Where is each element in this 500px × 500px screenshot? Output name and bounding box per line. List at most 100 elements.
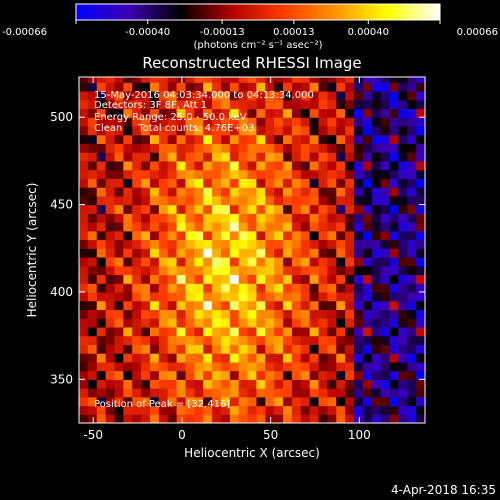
heatmap-cell [371, 187, 382, 197]
heatmap-cell [247, 309, 258, 319]
heatmap-cell [291, 143, 302, 153]
heatmap-cell [283, 108, 293, 118]
heatmap-cell [291, 414, 302, 423]
heatmap-cell [167, 108, 178, 118]
heatmap-cell [247, 143, 258, 153]
heatmap-cell [354, 230, 364, 241]
heatmap-cell [79, 195, 89, 206]
heatmap-cell [79, 326, 89, 337]
heatmap-cell [380, 379, 391, 389]
heatmap-cell [389, 265, 399, 276]
heatmap-cell [256, 361, 266, 372]
heatmap-cell [283, 230, 293, 241]
heatmap-cell [114, 256, 124, 267]
heatmap-cell [105, 195, 116, 206]
heatmap-cell [318, 300, 329, 311]
heatmap-cell [123, 335, 133, 345]
heatmap-cell [318, 405, 329, 415]
heatmap-cell [194, 187, 204, 197]
heatmap-cell [229, 256, 240, 267]
heatmap-cell [132, 160, 142, 171]
footer-timestamp: 4-Apr-2018 16:35 [391, 483, 496, 497]
heatmap-cell [416, 125, 425, 136]
heatmap-cell [87, 283, 98, 293]
heatmap-cell [203, 108, 213, 118]
heatmap-cell [229, 82, 240, 92]
heatmap-cell [265, 134, 275, 145]
heatmap-cell [283, 344, 293, 354]
heatmap-cell [398, 108, 408, 118]
heatmap-cell [362, 274, 373, 284]
heatmap-cell [256, 274, 266, 284]
heatmap-cell [203, 178, 213, 188]
heatmap-cell [220, 370, 231, 380]
heatmap-cell [389, 134, 399, 145]
heatmap-cell [212, 134, 222, 145]
heatmap-cell [185, 265, 195, 276]
heatmap-cell [123, 361, 133, 372]
heatmap-cell [318, 222, 329, 232]
heatmap-cell [318, 291, 329, 302]
heatmap-cell [265, 344, 275, 354]
heatmap-cell [309, 160, 320, 171]
heatmap-cell [371, 344, 382, 354]
heatmap-cell [256, 178, 266, 188]
heatmap-cell [327, 248, 337, 258]
heatmap-cell [87, 222, 98, 232]
heatmap-cell [309, 90, 320, 101]
heatmap-cell [345, 82, 355, 92]
heatmap-cell [416, 82, 425, 92]
heatmap-cell [318, 256, 329, 267]
heatmap-cell [407, 274, 417, 284]
heatmap-cell [229, 283, 240, 293]
heatmap-cell [87, 248, 98, 258]
heatmap-cell [176, 195, 187, 206]
heatmap-cell [87, 178, 98, 188]
heatmap-cell [238, 405, 249, 415]
heatmap-cell [203, 405, 213, 415]
heatmap-cell [212, 379, 222, 389]
heatmap-cell [256, 143, 266, 153]
heatmap-cell [96, 248, 107, 258]
heatmap-cell [176, 125, 187, 136]
heatmap-cell [167, 318, 178, 328]
heatmap-cell [309, 274, 320, 284]
heatmap-cell [212, 248, 222, 258]
heatmap-cell [380, 187, 391, 197]
heatmap-cell [87, 326, 98, 337]
heatmap-cell [300, 213, 311, 223]
heatmap-cell [336, 326, 346, 337]
heatmap-cell [371, 353, 382, 363]
heatmap-cell [416, 222, 425, 232]
heatmap-cell [265, 230, 275, 241]
heatmap-cell [291, 283, 302, 293]
heatmap-cell [141, 405, 151, 415]
heatmap-cell [300, 344, 311, 354]
heatmap-cell [141, 353, 151, 363]
heatmap-cell [132, 77, 142, 83]
heatmap-cell [203, 353, 213, 363]
heatmap-cell [123, 353, 133, 363]
heatmap-cell [265, 361, 275, 372]
heatmap-cell [318, 353, 329, 363]
heatmap-cell [336, 361, 346, 372]
heatmap-cell [354, 414, 364, 423]
heatmap-cell [141, 335, 151, 345]
heatmap-cell [96, 256, 107, 267]
heatmap-cell [229, 361, 240, 372]
heatmap-cell [132, 405, 142, 415]
heatmap-cell [336, 222, 346, 232]
heatmap-cell [398, 248, 408, 258]
heatmap-cell [283, 90, 293, 101]
heatmap-cell [265, 178, 275, 188]
heatmap-cell [229, 300, 240, 311]
heatmap-cell [283, 291, 293, 302]
heatmap-cell [229, 335, 240, 345]
heatmap-cell [87, 396, 98, 407]
heatmap-cell [380, 213, 391, 223]
heatmap-cell [283, 309, 293, 319]
heatmap-cell [203, 361, 213, 372]
heatmap-cell [105, 134, 116, 145]
heatmap-cell [167, 326, 178, 337]
heatmap-cell [167, 195, 178, 206]
